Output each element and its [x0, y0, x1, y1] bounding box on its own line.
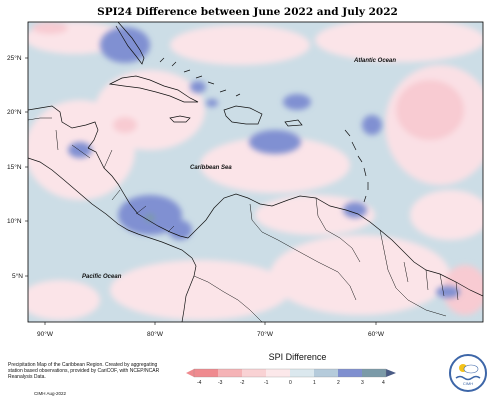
legend-swatch — [194, 369, 218, 377]
drying-areas — [28, 22, 483, 320]
cloud-icon — [463, 364, 479, 374]
legend-tick: 2 — [337, 380, 340, 386]
lat-label-20: 20°N — [7, 108, 22, 116]
lat-label-10: 10°N — [7, 217, 22, 225]
coastlines — [28, 22, 483, 322]
legend-tick: 1 — [313, 380, 316, 386]
cimh-logo: CIMH — [449, 354, 487, 392]
legend-swatch — [218, 369, 242, 377]
lon-label-80: 80°W — [147, 330, 164, 338]
legend-ticks: -4 -3 -2 -1 0 1 2 3 4 — [197, 380, 385, 386]
legend-arrow-left — [186, 369, 194, 377]
svg-text:CIMH: CIMH — [463, 381, 473, 386]
legend-colorbar — [186, 368, 396, 378]
legend-tick: -2 — [240, 380, 245, 386]
legend-swatch — [338, 369, 362, 377]
legend-title: SPI Difference — [268, 352, 327, 362]
lon-label-90: 90°W — [37, 330, 54, 338]
latitude-ticks — [25, 57, 377, 325]
footer-description: Precipitation Map of the Caribbean Regio… — [8, 362, 160, 380]
lon-label-60: 60°W — [368, 330, 385, 338]
legend-tick: -4 — [197, 380, 202, 386]
lat-label-25: 25°N — [7, 54, 22, 62]
caribbean-sea-label: Caribbean Sea — [190, 165, 232, 171]
legend-arrow-right — [386, 369, 396, 377]
wetting-areas — [68, 27, 460, 298]
lat-label-5: 5°N — [12, 272, 23, 280]
pacific-ocean-label: Pacific Ocean — [82, 274, 122, 280]
map-title: SPI24 Difference between June 2022 and J… — [97, 6, 398, 18]
map-frame — [27, 21, 484, 323]
legend-tick: 3 — [361, 380, 364, 386]
wave-icon — [455, 375, 481, 381]
legend-swatch — [290, 369, 314, 377]
legend-swatch — [314, 369, 338, 377]
legend-swatch — [362, 369, 386, 377]
footer-credit: CIMH Aug-2022 — [34, 391, 67, 396]
legend-swatch — [242, 369, 266, 377]
lat-label-15: 15°N — [7, 163, 22, 171]
legend-tick: -1 — [264, 380, 269, 386]
legend-swatch — [266, 369, 290, 377]
legend-tick: 4 — [382, 380, 385, 386]
lon-label-70: 70°W — [257, 330, 274, 338]
legend-tick: -3 — [218, 380, 223, 386]
atlantic-ocean-label: Atlantic Ocean — [353, 58, 396, 64]
legend-tick: 0 — [289, 380, 292, 386]
